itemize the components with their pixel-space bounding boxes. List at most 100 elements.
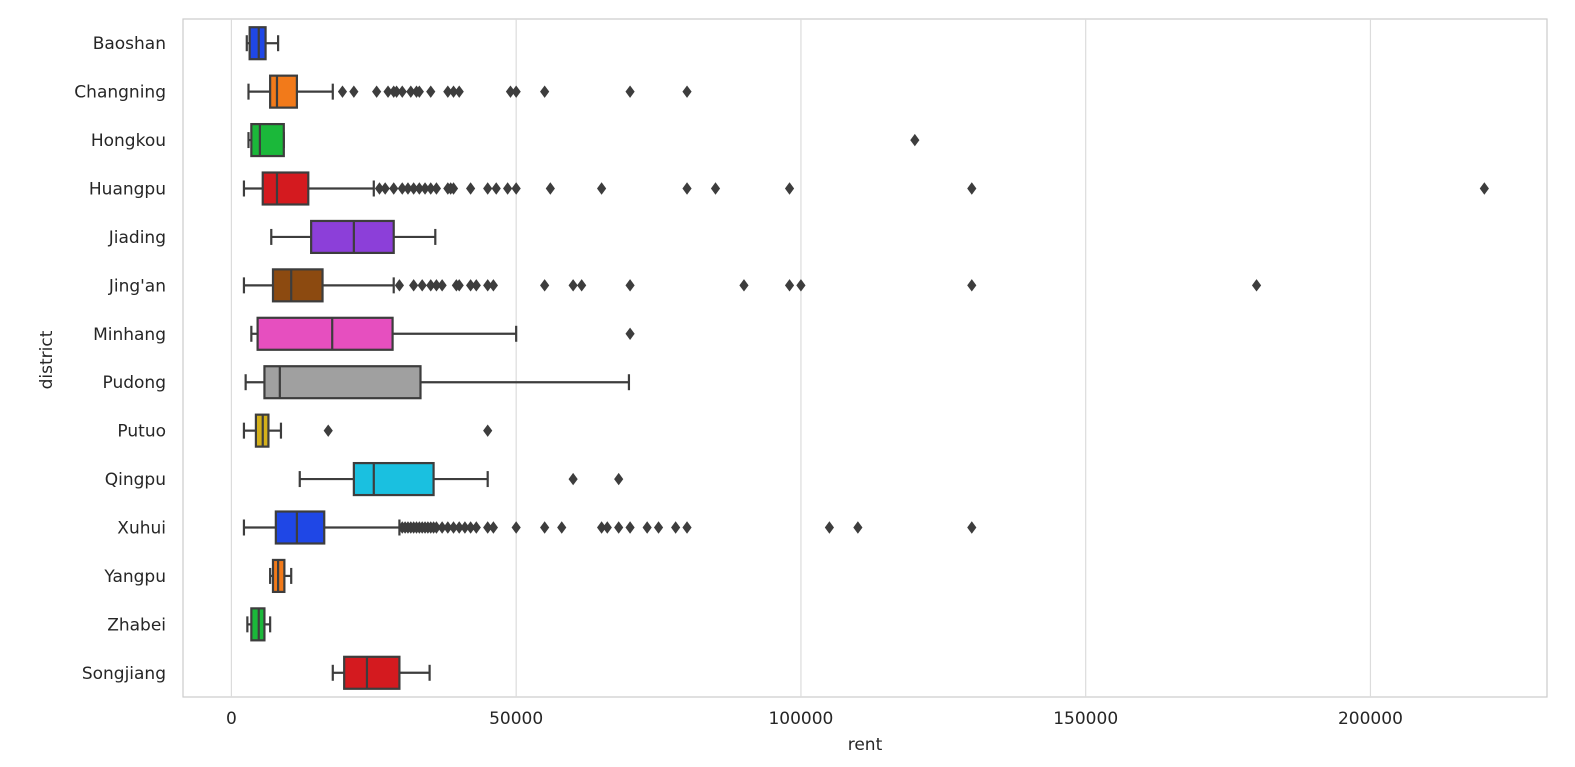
box-minhang	[250, 316, 635, 351]
outlier-16	[739, 279, 749, 292]
outlier-16	[454, 521, 464, 534]
outlier-22	[784, 182, 795, 195]
iqr-box	[248, 26, 267, 61]
outlier-24	[557, 521, 567, 534]
outlier-9	[414, 85, 424, 98]
y-category-label-4: Jiading	[108, 228, 166, 248]
outlier-13	[454, 85, 464, 98]
x-tick-label-0: 0	[226, 709, 237, 729]
outlier-7	[420, 182, 430, 195]
x-axis-title: rent	[848, 735, 883, 755]
x-tick-label-4: 200000	[1338, 709, 1403, 729]
y-category-label-13: Songjiang	[82, 664, 166, 684]
outlier-18	[796, 279, 806, 292]
outlier-18	[682, 85, 692, 98]
outlier-20	[1251, 279, 1262, 292]
outlier-22	[511, 521, 521, 534]
box-changning	[247, 74, 692, 109]
iqr-box	[250, 122, 285, 158]
y-category-label-9: Qingpu	[105, 470, 166, 490]
outlier-8	[426, 182, 436, 195]
iqr-box	[256, 316, 394, 351]
outlier-16	[540, 85, 550, 98]
outlier-4	[431, 279, 442, 292]
box-xuhui	[242, 510, 977, 545]
outlier-1	[614, 472, 624, 486]
outlier-0	[910, 133, 920, 147]
outlier-11	[443, 85, 453, 98]
outlier-11	[488, 279, 498, 292]
outlier-16	[503, 182, 513, 195]
y-category-label-6: Minhang	[93, 325, 166, 345]
x-tick-label-2: 100000	[768, 709, 833, 729]
box-hongkou	[247, 122, 920, 158]
outlier-17	[460, 521, 470, 534]
outlier-5	[437, 279, 447, 292]
outlier-23	[540, 521, 550, 534]
iqr-box	[343, 655, 401, 690]
outlier-6	[397, 85, 407, 98]
iqr-box	[274, 510, 326, 545]
outlier-20	[483, 521, 493, 534]
outlier-13	[466, 182, 476, 195]
outlier-0	[374, 182, 385, 195]
outlier-33	[824, 521, 835, 534]
outlier-23	[967, 182, 977, 195]
y-category-label-7: Pudong	[103, 373, 166, 393]
y-category-label-11: Yangpu	[103, 567, 166, 587]
y-category-label-12: Zhabei	[107, 615, 166, 635]
box-jiading	[270, 219, 437, 255]
outlier-0	[323, 424, 333, 437]
outlier-10	[483, 279, 493, 292]
box-qingpu	[298, 461, 624, 497]
outlier-3	[397, 182, 407, 195]
plot-area	[182, 18, 1548, 698]
outlier-19	[596, 182, 607, 195]
outlier-35	[967, 521, 977, 534]
y-category-label-3: Huangpu	[89, 180, 166, 200]
outlier-6	[414, 182, 424, 195]
outlier-19	[471, 521, 481, 534]
outlier-3	[383, 85, 393, 98]
box-pudong	[244, 365, 631, 400]
outlier-21	[710, 182, 721, 195]
outlier-0	[625, 327, 635, 340]
outlier-5	[391, 85, 402, 98]
x-tick-label-1: 50000	[489, 709, 543, 729]
y-axis-title: district	[37, 330, 57, 389]
outlier-17	[511, 182, 521, 195]
outlier-5	[409, 182, 419, 195]
outlier-12	[431, 521, 442, 534]
outlier-31	[671, 521, 681, 534]
y-categories: Baoshan Changning Hongkou Huangpu Jiading Jin…	[74, 34, 166, 684]
y-category-label-10: Xuhui	[117, 519, 166, 539]
y-category-label-8: Putuo	[117, 422, 166, 442]
iqr-box	[261, 171, 310, 206]
outlier-14	[505, 85, 516, 98]
outlier-2	[417, 279, 427, 292]
outlier-17	[625, 85, 635, 98]
outlier-7	[454, 279, 464, 292]
box-songjiang	[331, 655, 431, 690]
outlier-32	[682, 521, 692, 534]
outlier-7	[406, 85, 416, 98]
outlier-12	[448, 85, 459, 98]
outlier-12	[540, 279, 550, 292]
outlier-15	[625, 279, 635, 292]
outlier-10	[426, 85, 436, 98]
outlier-28	[625, 521, 635, 534]
outlier-30	[653, 521, 664, 534]
outlier-15	[511, 85, 521, 98]
outlier-18	[466, 521, 476, 534]
iqr-box	[310, 219, 395, 255]
y-category-label-0: Baoshan	[93, 34, 166, 54]
outlier-34	[853, 521, 863, 534]
outlier-26	[602, 521, 612, 534]
box-yangpu	[269, 558, 293, 594]
gridlines	[230, 19, 1372, 697]
iqr-box	[269, 74, 299, 109]
y-category-label-1: Changning	[74, 83, 166, 103]
outlier-21	[488, 521, 498, 534]
iqr-box	[263, 365, 422, 400]
